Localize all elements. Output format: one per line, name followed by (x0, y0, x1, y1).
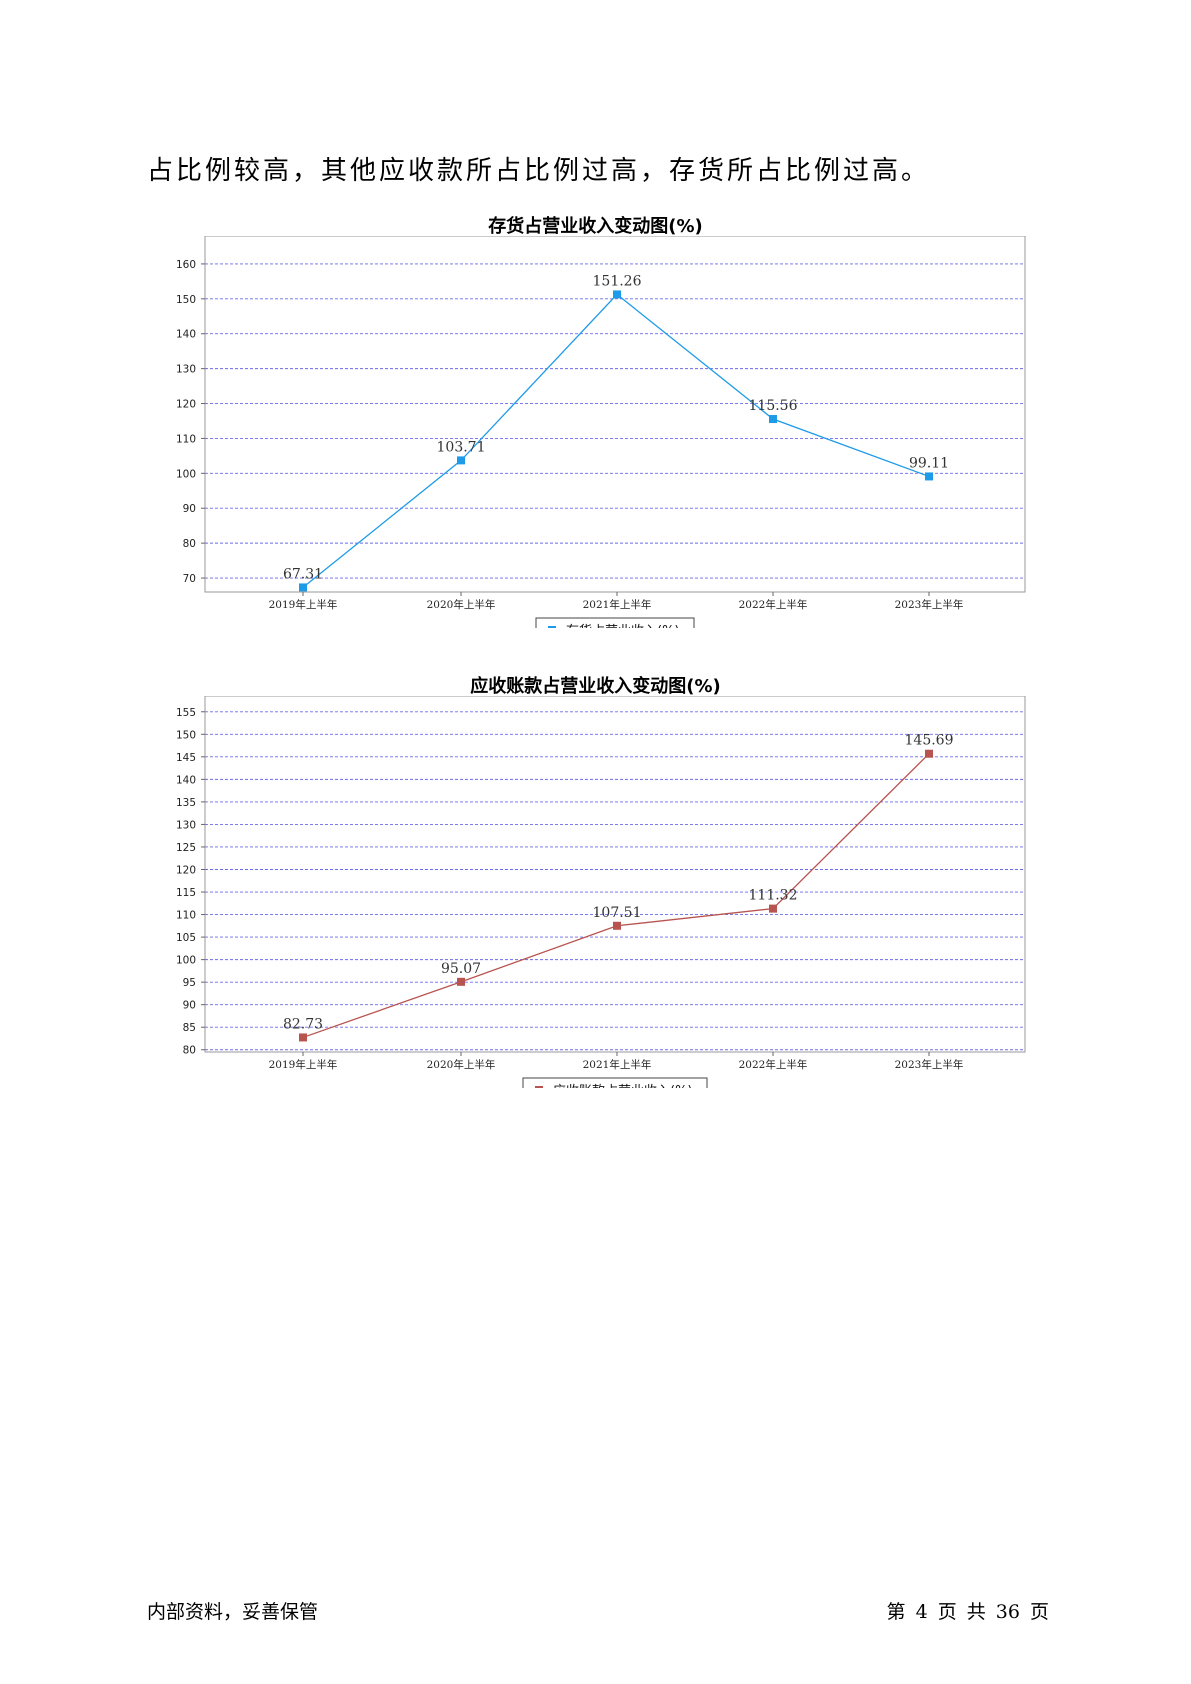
x-tick-label: 2022年上半年 (739, 1058, 808, 1071)
data-point (925, 749, 933, 758)
data-label: 151.26 (593, 273, 642, 289)
y-tick-label: 120 (176, 399, 196, 411)
y-tick-label: 150 (176, 729, 196, 741)
x-tick-label: 2023年上半年 (895, 1058, 964, 1071)
x-tick-label: 2019年上半年 (269, 1058, 338, 1071)
y-tick-label: 155 (176, 707, 196, 719)
legend-label: 存货占营业收入(%) (566, 623, 680, 628)
data-point (769, 415, 777, 424)
y-tick-label: 140 (176, 774, 196, 786)
data-label: 145.69 (905, 733, 954, 749)
data-label: 99.11 (909, 455, 949, 471)
data-point (613, 921, 621, 930)
data-label: 67.31 (283, 566, 323, 582)
y-tick-label: 100 (176, 955, 196, 967)
y-tick-label: 110 (176, 433, 196, 445)
data-label: 107.51 (593, 905, 642, 921)
y-tick-label: 145 (176, 752, 196, 764)
y-tick-label: 110 (176, 910, 196, 922)
y-tick-label: 105 (176, 932, 196, 944)
y-tick-label: 130 (176, 364, 196, 376)
data-point (925, 472, 933, 481)
y-tick-label: 130 (176, 819, 196, 831)
y-tick-label: 140 (176, 329, 196, 341)
y-tick-label: 90 (183, 1000, 196, 1012)
chart-receivables-ratio: 80 85 90 95 100 105 110 115 120 125 130 135 140 145 15… (176, 696, 1026, 1088)
y-tick-label: 85 (183, 1022, 196, 1034)
data-label: 82.73 (283, 1016, 323, 1032)
y-tick-label: 90 (183, 503, 196, 515)
data-label: 115.56 (749, 398, 798, 414)
y-tick-label: 120 (176, 864, 196, 876)
legend-marker (548, 626, 556, 628)
chart-1-title: 存货占营业收入变动图(%) (488, 216, 703, 237)
legend-label: 应收账款占营业收入(%) (553, 1083, 693, 1088)
x-tick-label: 2019年上半年 (269, 598, 338, 611)
data-point (299, 583, 307, 592)
y-tick-label: 135 (176, 797, 196, 809)
x-tick-label: 2022年上半年 (739, 598, 808, 611)
data-label: 103.71 (437, 439, 486, 455)
footer-page-number: 第 4 页 共 36 页 (886, 1601, 1049, 1623)
chart-inventory-ratio: 70 80 90 100 110 120 130 140 150 160 2019年上半年 2020年… (176, 236, 1026, 628)
chart-2-title: 应收账款占营业收入变动图(%) (470, 676, 721, 697)
legend-box (522, 1077, 708, 1088)
data-point (613, 290, 621, 299)
data-point (769, 904, 777, 913)
x-tick-label: 2021年上半年 (583, 1058, 652, 1071)
y-tick-label: 95 (183, 977, 196, 989)
x-tick-label: 2020年上半年 (427, 1058, 496, 1071)
y-tick-label: 160 (176, 259, 196, 271)
y-tick-label: 70 (183, 573, 196, 585)
y-tick-label: 100 (176, 468, 196, 480)
data-point (299, 1033, 307, 1042)
legend-marker (535, 1086, 543, 1088)
intro-paragraph: 占比例较高，其他应收款所占比例过高，存货所占比例过高。 (147, 156, 931, 186)
legend-box (535, 617, 695, 628)
y-tick-label: 80 (183, 538, 196, 550)
data-label: 95.07 (441, 961, 481, 977)
x-tick-label: 2021年上半年 (583, 598, 652, 611)
plot-area (204, 696, 1026, 1053)
x-tick-label: 2020年上半年 (427, 598, 496, 611)
y-tick-label: 125 (176, 842, 196, 854)
data-point (457, 977, 465, 986)
data-label: 111.32 (749, 888, 798, 904)
y-tick-label: 115 (176, 887, 196, 899)
footer-confidential-note: 内部资料，妥善保管 (147, 1601, 319, 1623)
data-point (457, 456, 465, 465)
y-tick-label: 150 (176, 294, 196, 306)
y-tick-label: 80 (183, 1045, 196, 1057)
x-tick-label: 2023年上半年 (895, 598, 964, 611)
